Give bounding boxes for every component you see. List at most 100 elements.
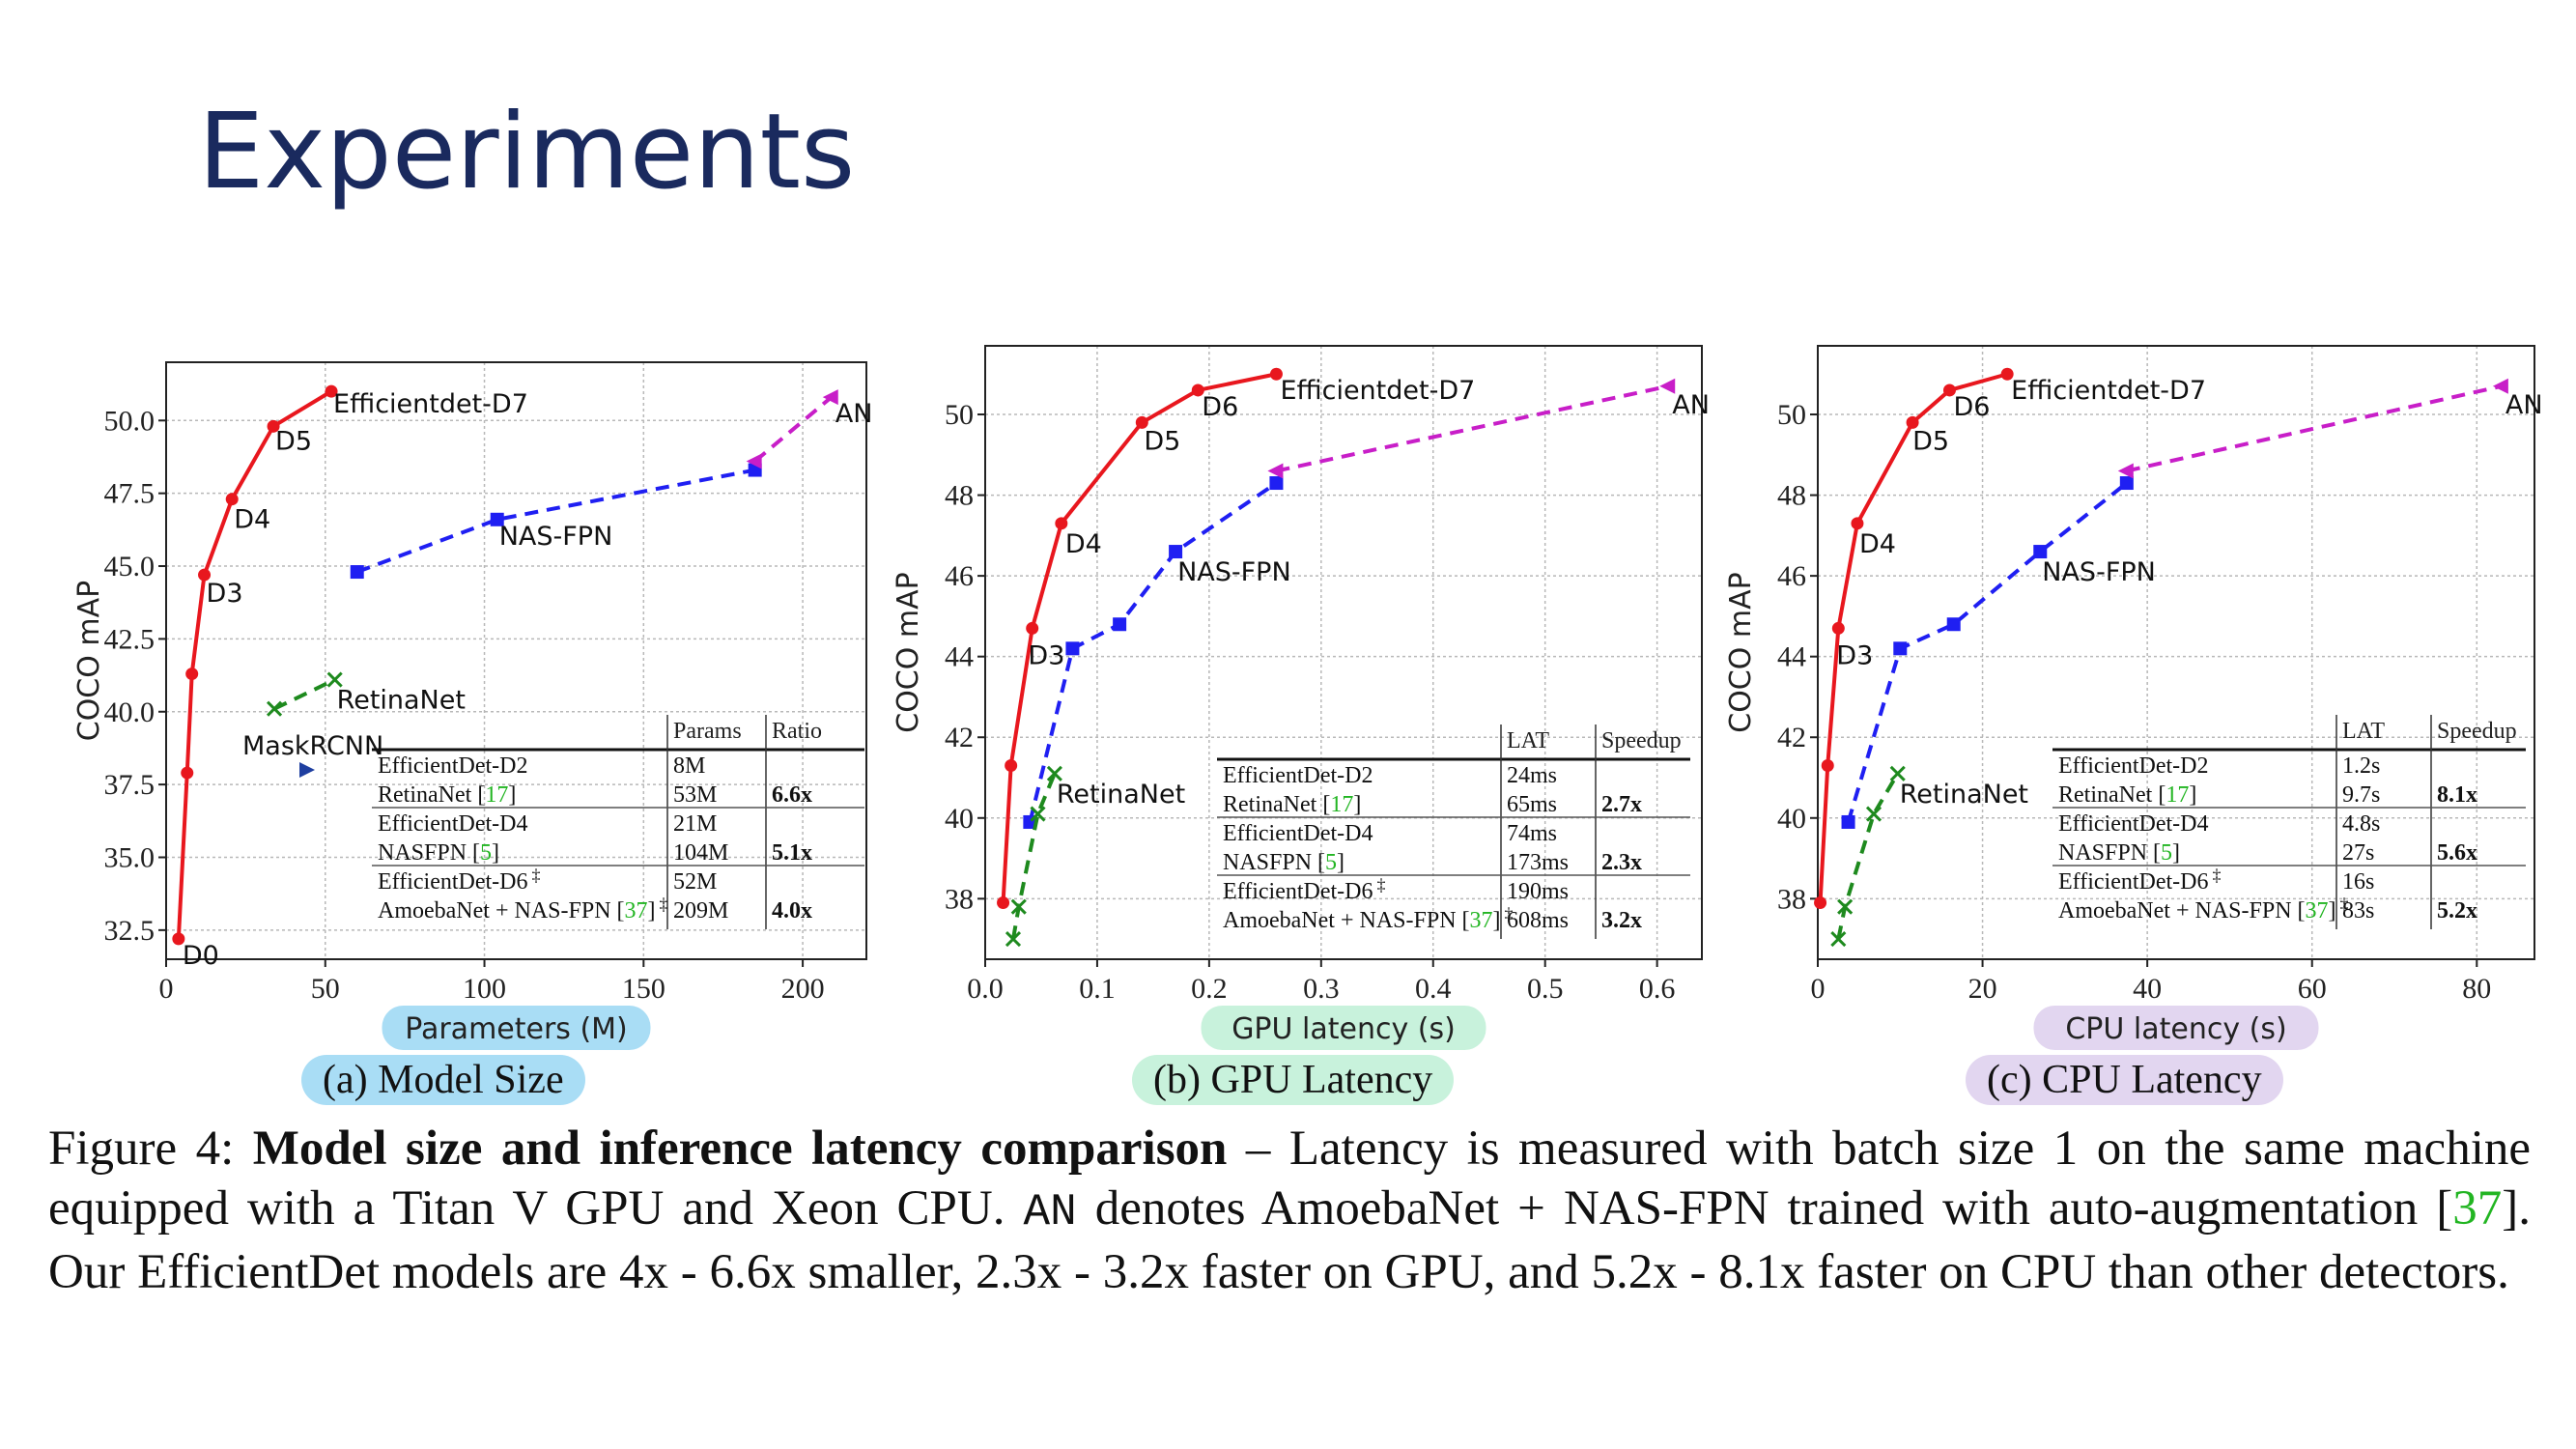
y-tick-label: 48: [945, 480, 974, 512]
figure-caption-line-1: Figure 4: Model size and inference laten…: [48, 1119, 2531, 1179]
data-point: [1026, 621, 1039, 635]
table-value: 104M: [673, 840, 728, 866]
comparison-table: LAT Speedup EfficientDet-D2 24ms RetinaNet […: [1217, 724, 1690, 939]
table-value: 4.8s: [2342, 811, 2380, 837]
subcaption-a: (a) Model Size: [301, 1055, 585, 1105]
table-value: 16s: [2342, 869, 2374, 895]
y-tick-label: 44: [945, 641, 974, 673]
table-model: EfficientDet-D2: [1223, 763, 1373, 788]
series-line: [273, 677, 336, 711]
data-point: [1893, 641, 1908, 656]
figure-label: Figure 4:: [48, 1122, 235, 1176]
table-ratio: 4.0x: [772, 898, 812, 923]
table-model: EfficientDet-D2: [2058, 753, 2209, 779]
y-tick-label: 46: [1777, 560, 1806, 592]
y-tick-label: 40: [945, 803, 974, 835]
point-label: MaskRCNN: [242, 731, 383, 761]
y-tick-label: 42: [1777, 722, 1806, 753]
data-point: [1946, 617, 1961, 632]
x-tick-label: 0.0: [967, 973, 1004, 1005]
table-ratio: 5.2x: [2437, 898, 2477, 923]
table-model: AmoebaNet + NAS-FPN [37] ‡: [2058, 895, 2349, 923]
point-label: Efficientdet-D7: [2011, 376, 2206, 406]
table-model: RetinaNet [17]: [1223, 792, 1361, 817]
data-point: [1065, 641, 1080, 656]
x-tick-label: 0: [1811, 973, 1826, 1005]
figure-caption-line-3: Our EfficientDet models are 4x - 6.6x sm…: [48, 1245, 2509, 1299]
y-tick-label: 46: [945, 560, 974, 592]
x-tick-label: 40: [2133, 973, 2162, 1005]
series-nas-fpn: D3 NAS-FPN: [1836, 476, 2156, 829]
x-tick-label: 20: [1968, 973, 1997, 1005]
point-label: D6: [1202, 392, 1238, 422]
table-ratio: 5.1x: [772, 840, 812, 866]
series-an: AN: [2117, 378, 2543, 479]
subcaption-c: (c) CPU Latency: [1966, 1055, 2283, 1105]
figure-caption-line2-a: equipped with a Titan V GPU and Xeon CPU…: [48, 1181, 1005, 1236]
table-model: EfficientDet-D6 ‡: [378, 866, 541, 895]
y-tick-label: 38: [1777, 883, 1806, 915]
table-model: AmoebaNet + NAS-FPN [37] ‡: [1223, 904, 1514, 933]
data-point: [181, 766, 194, 780]
data-point: [1169, 545, 1183, 559]
table-header: Params: [673, 719, 742, 744]
data-point: [185, 668, 199, 681]
point-label: D4: [1859, 529, 1896, 559]
y-tick-label: 47.5: [104, 478, 156, 510]
table-model: NASFPN [5]: [1223, 850, 1345, 875]
point-label: RetinaNet: [1900, 780, 2028, 810]
x-axis-label-highlight: [1201, 1006, 1486, 1050]
table-value: 83s: [2342, 898, 2374, 923]
series-nas-fpn: D3 NAS-FPN: [1023, 476, 1291, 829]
x-axis-label-text: GPU latency (s): [1231, 1012, 1456, 1046]
point-label: NAS-FPN: [499, 522, 613, 552]
point-label: AN: [835, 399, 873, 429]
data-point: [997, 896, 1010, 910]
x-axis-label-text: CPU latency (s): [2065, 1012, 2286, 1046]
table-model: NASFPN [5]: [378, 840, 499, 866]
table-ratio: 2.3x: [1601, 850, 1642, 875]
data-point: [198, 568, 212, 582]
point-label: AN: [1672, 390, 1710, 420]
y-tick-label: 44: [1777, 641, 1806, 673]
x-tick-label: 0.2: [1191, 973, 1228, 1005]
table-model: NASFPN [5]: [2058, 840, 2180, 866]
point-label: D3: [1028, 640, 1064, 670]
data-point: [1659, 378, 1676, 394]
y-tick-label: 35.0: [104, 841, 156, 873]
series-retinanet: RetinaNet: [1830, 765, 2028, 948]
data-point: [1841, 814, 1855, 829]
x-tick-label: 0.6: [1639, 973, 1676, 1005]
series-line: [1846, 481, 2129, 823]
data-point: [2033, 545, 2048, 559]
y-axis-label: COCO mAP: [892, 572, 925, 733]
table-model: EfficientDet-D4: [2058, 811, 2209, 837]
data-point: [1191, 384, 1204, 397]
x-axis-label-highlight: [2033, 1006, 2319, 1050]
data-point: [746, 453, 762, 469]
citation-link[interactable]: 37: [2452, 1181, 2503, 1236]
y-tick-label: 37.5: [104, 769, 156, 801]
series-maskrcnn: MaskRCNN: [242, 731, 383, 779]
y-axis-label: COCO mAP: [72, 581, 106, 742]
x-tick-label: 0.1: [1079, 973, 1116, 1005]
point-label: D3: [207, 579, 243, 609]
figure-caption-line-2: equipped with a Titan V GPU and Xeon CPU…: [48, 1179, 2531, 1242]
series-nas-fpn: NAS-FPN: [350, 463, 762, 580]
x-tick-label: 0.4: [1415, 973, 1452, 1005]
table-value: 74ms: [1507, 821, 1557, 846]
point-label: AN: [2505, 390, 2543, 420]
data-point: [2000, 367, 2014, 381]
table-header: LAT: [1507, 728, 1549, 753]
y-tick-label: 50.0: [104, 405, 156, 437]
data-point: [1269, 367, 1283, 381]
point-label: D6: [1953, 392, 1990, 422]
data-point: [1831, 621, 1845, 635]
y-tick-label: 42.5: [104, 623, 156, 655]
table-model: EfficientDet-D4: [378, 811, 528, 837]
point-label: D4: [234, 505, 270, 535]
data-point: [1267, 463, 1284, 479]
data-point: [326, 671, 343, 688]
table-model: EfficientDet-D6 ‡: [1223, 875, 1386, 904]
